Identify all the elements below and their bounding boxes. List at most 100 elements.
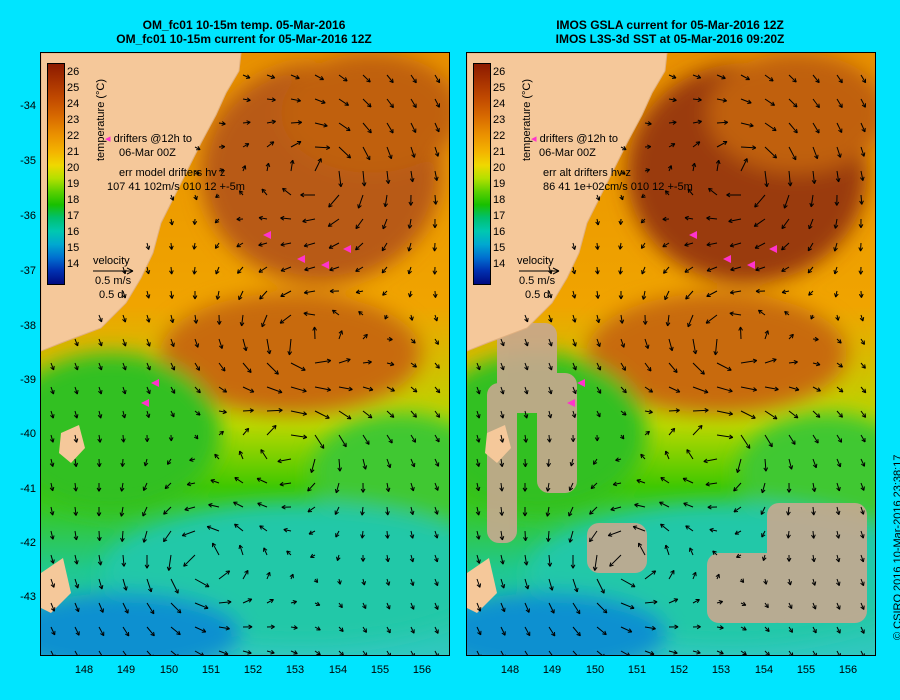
current-arrow	[615, 457, 622, 462]
drifter-marker	[141, 399, 149, 407]
current-arrow	[146, 362, 151, 371]
current-arrow	[280, 290, 292, 298]
current-arrow	[500, 578, 506, 589]
current-arrow	[836, 602, 841, 610]
current-arrow	[572, 578, 579, 593]
current-arrow	[836, 362, 843, 368]
current-arrow	[98, 626, 105, 637]
current-arrow	[729, 289, 742, 295]
current-arrow	[434, 578, 439, 587]
current-arrow	[239, 314, 245, 327]
current-arrow	[619, 194, 624, 201]
colorbar-tick: 22	[493, 130, 506, 142]
current-arrow	[548, 338, 553, 347]
current-arrow	[360, 482, 366, 493]
current-arrow	[266, 649, 275, 655]
current-arrow	[783, 194, 790, 209]
current-arrow	[788, 122, 798, 134]
current-arrow	[740, 386, 758, 392]
current-arrow	[572, 650, 580, 655]
current-arrow	[668, 362, 678, 374]
offshore-cool-water	[311, 413, 449, 533]
current-arrow	[596, 338, 601, 348]
current-arrow	[194, 626, 207, 633]
current-arrow	[860, 602, 865, 610]
current-arrow	[146, 650, 154, 655]
current-arrow	[386, 650, 391, 655]
current-arrow	[409, 530, 415, 539]
colorbar-tick: 16	[67, 226, 80, 238]
current-arrow	[692, 624, 701, 630]
current-arrow	[50, 362, 55, 371]
current-arrow	[595, 314, 601, 324]
current-arrow	[664, 190, 670, 196]
colorbar-tick: 14	[67, 258, 80, 270]
current-arrow	[280, 266, 292, 272]
current-arrow	[644, 570, 657, 580]
current-arrow	[662, 216, 670, 222]
current-arrow	[660, 477, 670, 484]
current-arrow	[764, 170, 769, 188]
colorbar-label: temperature (°C)	[521, 78, 533, 161]
current-arrow	[692, 362, 705, 375]
current-arrow	[434, 362, 440, 369]
current-arrow	[410, 362, 417, 368]
current-arrow	[833, 218, 839, 229]
current-arrow	[716, 97, 727, 103]
current-arrow	[692, 424, 703, 436]
colorbar-tick: 20	[67, 162, 80, 174]
current-arrow	[314, 98, 326, 105]
current-arrow	[215, 266, 220, 275]
colorbar-tick: 19	[493, 178, 506, 190]
current-arrow	[860, 530, 865, 539]
current-arrow	[280, 215, 292, 221]
temperature-field	[41, 53, 449, 655]
current-arrow	[122, 386, 127, 395]
current-arrow	[214, 218, 220, 224]
current-arrow	[362, 410, 373, 419]
current-arrow	[170, 626, 181, 636]
current-arrow	[706, 215, 718, 221]
current-arrow	[49, 434, 55, 443]
current-arrow	[329, 288, 340, 294]
current-arrow	[546, 458, 552, 467]
current-arrow	[620, 338, 626, 348]
current-arrow	[644, 409, 653, 415]
current-arrow	[334, 506, 340, 515]
current-arrow	[238, 544, 244, 556]
current-arrow	[568, 530, 574, 543]
current-arrow	[170, 338, 175, 348]
current-arrow	[476, 650, 482, 655]
current-arrow	[170, 362, 176, 371]
velocity-speed: 0.5 m/s	[519, 275, 556, 287]
colorbar-tick: 18	[67, 194, 80, 206]
current-arrow	[242, 362, 252, 374]
current-arrow	[362, 333, 368, 340]
current-arrow	[736, 553, 742, 558]
current-arrow	[596, 386, 602, 394]
current-arrow	[764, 626, 770, 633]
current-arrow	[432, 266, 438, 275]
current-arrow	[74, 386, 79, 395]
current-arrow	[338, 602, 343, 609]
current-arrow	[634, 503, 646, 508]
current-arrow	[788, 386, 800, 392]
current-arrow	[408, 290, 413, 298]
current-arrow	[662, 242, 670, 248]
current-arrow	[858, 266, 864, 275]
current-arrow	[434, 650, 439, 655]
current-arrow	[740, 626, 747, 631]
current-arrow	[476, 626, 482, 636]
current-arrow	[733, 482, 742, 492]
current-arrow	[809, 194, 815, 208]
current-arrow	[860, 122, 866, 133]
current-arrow	[265, 162, 271, 172]
current-arrow	[410, 482, 415, 492]
current-arrow	[705, 481, 718, 487]
current-arrow	[362, 650, 368, 655]
current-arrow	[210, 479, 220, 484]
current-arrow	[49, 506, 55, 516]
current-arrow	[194, 650, 204, 655]
current-arrow	[705, 314, 718, 324]
current-arrow	[740, 358, 758, 364]
